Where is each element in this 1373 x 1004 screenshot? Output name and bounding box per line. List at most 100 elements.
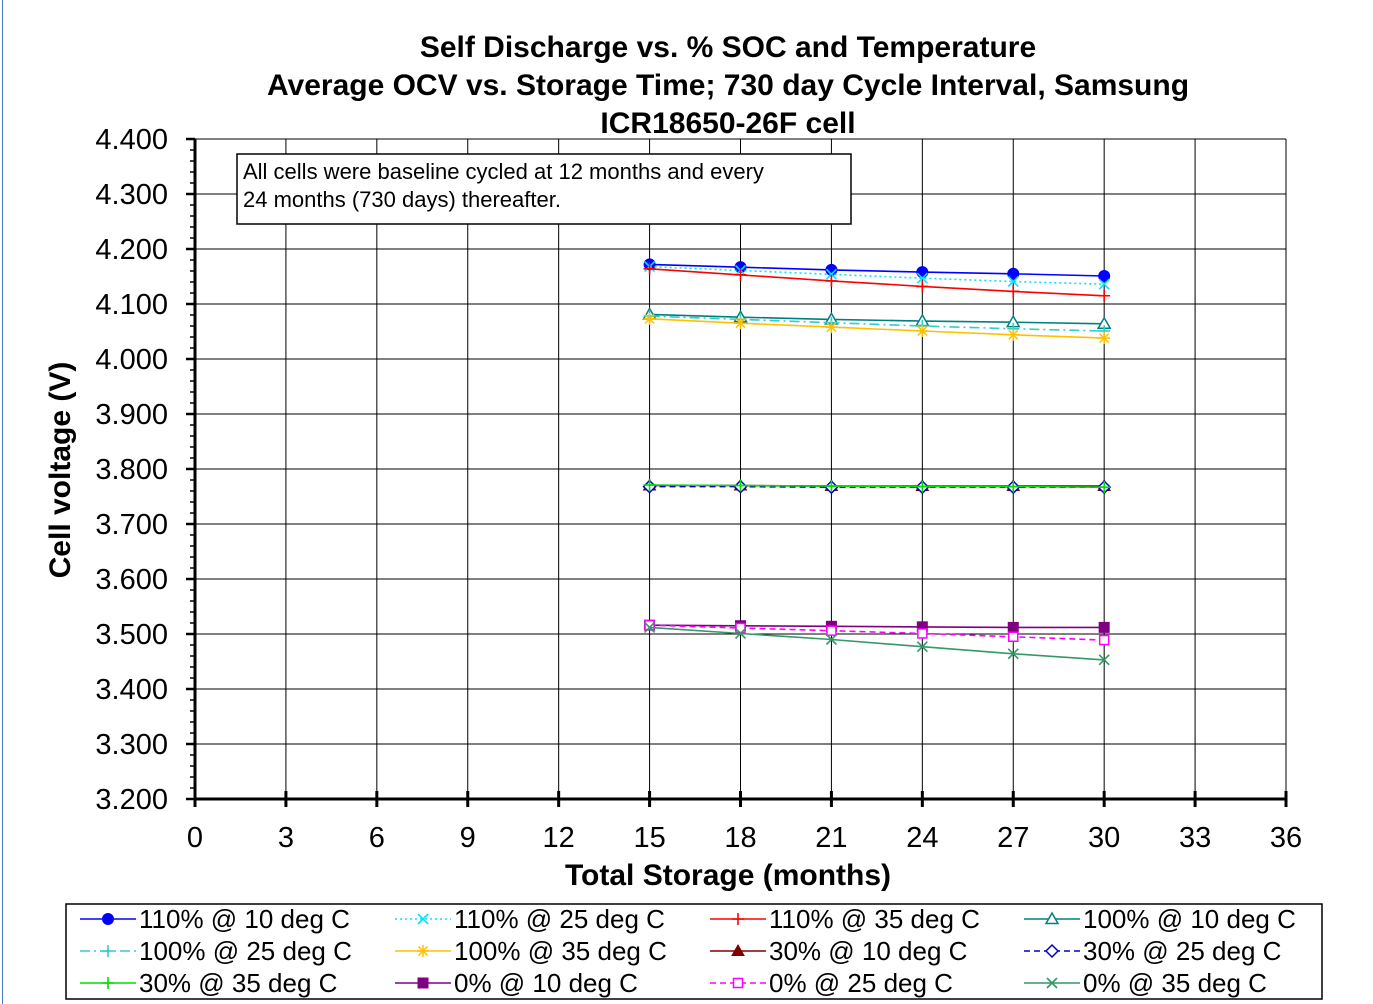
legend-swatch-marker <box>417 945 429 957</box>
x-tick-label: 12 <box>543 822 575 854</box>
x-tick-label: 21 <box>815 822 847 854</box>
data-point <box>1098 289 1111 302</box>
series-line <box>649 263 1105 277</box>
data-point <box>734 479 747 492</box>
legend-swatch-marker <box>102 945 114 957</box>
legend-label: 100% @ 10 deg C <box>1083 904 1296 934</box>
x-tick-label: 24 <box>906 822 938 854</box>
grid <box>195 138 1287 799</box>
x-tick-label: 36 <box>1270 822 1302 854</box>
series-line <box>649 265 1105 285</box>
legend-item-110-10-deg-c: 110% @ 10 deg C <box>80 904 350 934</box>
data-point <box>643 312 656 325</box>
data-point <box>825 321 838 334</box>
legend-swatch-marker <box>732 977 744 989</box>
legend-swatch-marker <box>732 913 744 925</box>
data-point <box>826 625 837 636</box>
data-point <box>1007 480 1020 493</box>
data-point <box>644 619 655 631</box>
data-point <box>734 627 747 640</box>
data-point <box>916 324 929 337</box>
data-point <box>1007 648 1019 660</box>
legend-item-0-10-deg-c: 0% @ 10 deg C <box>395 968 638 998</box>
legend-item-30-10-deg-c: 30% @ 10 deg C <box>710 936 967 966</box>
legend-label: 100% @ 35 deg C <box>454 936 667 966</box>
data-point <box>825 274 838 287</box>
data-point <box>916 480 929 493</box>
data-point <box>1098 654 1110 666</box>
x-tick-label: 15 <box>633 822 665 854</box>
series-line <box>649 626 1105 661</box>
annotation-frame <box>236 153 852 225</box>
series-110-25-deg-c <box>644 261 1110 290</box>
legend-label: 0% @ 25 deg C <box>769 968 953 998</box>
axes <box>186 137 1288 807</box>
y-tick-label: 4.100 <box>95 289 168 321</box>
data-point <box>1098 481 1111 494</box>
data-point <box>916 641 928 653</box>
x-tick-label: 9 <box>460 822 476 854</box>
data-point <box>1007 285 1020 298</box>
data-point <box>1007 328 1020 341</box>
legend: 110% @ 10 deg C 110% @ 25 deg C 110% @ 35 … <box>65 903 1323 1000</box>
y-tick-label: 4.300 <box>95 179 168 211</box>
legend-item-100-25-deg-c: 100% @ 25 deg C <box>80 936 352 966</box>
legend-label: 0% @ 35 deg C <box>1083 968 1267 998</box>
series-30-35-deg-c <box>643 478 1111 494</box>
legend-item-30-25-deg-c: 30% @ 25 deg C <box>1024 936 1281 966</box>
legend-item-30-35-deg-c: 30% @ 35 deg C <box>80 968 337 998</box>
legend-label: 100% @ 25 deg C <box>139 936 352 966</box>
legend-frame <box>65 903 1323 1000</box>
y-tick-label: 4.400 <box>95 124 168 156</box>
series-0-25-deg-c <box>644 619 1110 646</box>
series-0-35-deg-c <box>644 621 1110 666</box>
x-axis-label: Total Storage (months) <box>565 859 891 892</box>
x-tick-labels: 0 3 6 9 12 15 18 21 24 27 30 33 36 <box>187 822 1302 854</box>
y-tick-label: 3.800 <box>95 454 168 486</box>
x-tick-label: 30 <box>1088 822 1120 854</box>
legend-item-0-25-deg-c: 0% @ 25 deg C <box>710 968 953 998</box>
data-point <box>644 621 656 633</box>
series-line <box>649 268 1105 297</box>
data-point <box>1008 631 1019 642</box>
series-line <box>649 318 1105 339</box>
legend-item-110-25-deg-c: 110% @ 25 deg C <box>395 904 665 934</box>
series-line <box>649 313 1105 325</box>
data-point <box>1007 267 1020 280</box>
y-axis-label: Cell voltage (V) <box>44 362 77 579</box>
legend-label: 110% @ 35 deg C <box>769 904 980 934</box>
y-tick-label: 3.900 <box>95 399 168 431</box>
series-line <box>649 485 1105 489</box>
x-tick-label: 3 <box>278 822 294 854</box>
legend-item-100-10-deg-c: 100% @ 10 deg C <box>1024 904 1296 934</box>
series-line <box>649 624 1105 629</box>
chart-title-line-3: ICR18650-26F cell <box>600 107 855 140</box>
y-tick-label: 4.200 <box>95 234 168 266</box>
legend-label: 110% @ 25 deg C <box>454 904 665 934</box>
legend-label: 30% @ 35 deg C <box>139 968 337 998</box>
legend-item-0-35-deg-c: 0% @ 35 deg C <box>1024 968 1267 998</box>
data-point <box>1098 621 1110 633</box>
data-point <box>1007 275 1019 288</box>
page-left-border <box>2 0 3 1004</box>
series-lines <box>642 258 1112 666</box>
y-tick-label: 3.200 <box>95 784 168 816</box>
y-tick-label: 3.400 <box>95 674 168 706</box>
series-0-10-deg-c <box>644 619 1110 633</box>
data-point <box>916 272 928 284</box>
data-point <box>1098 332 1111 345</box>
data-point <box>734 317 747 330</box>
data-point <box>825 480 838 493</box>
legend-swatch-marker <box>1044 943 1060 959</box>
annotation-box: All cells were baseline cycled at 12 mon… <box>236 153 852 225</box>
data-point <box>916 266 929 279</box>
legend-swatch-marker <box>731 943 745 956</box>
data-point <box>1098 269 1111 282</box>
chart-title-line-2: Average OCV vs. Storage Time; 730 day Cy… <box>267 69 1189 102</box>
data-point <box>917 628 928 639</box>
series-100-25-deg-c <box>643 310 1111 337</box>
x-tick-label: 27 <box>997 822 1029 854</box>
x-tick-label: 18 <box>724 822 756 854</box>
